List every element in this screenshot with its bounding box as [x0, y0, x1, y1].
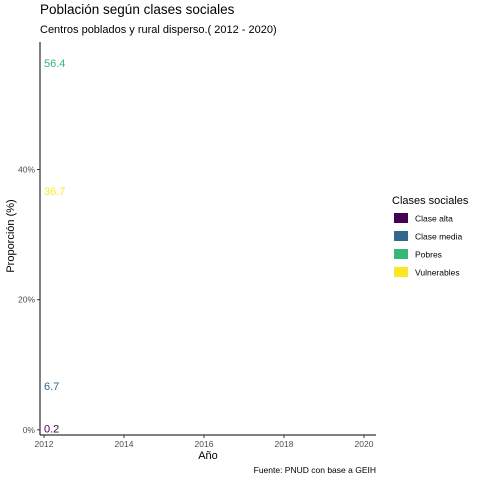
legend-item-label: Clase alta	[415, 214, 453, 224]
x-axis-label: Año	[198, 450, 218, 462]
legend-swatch	[394, 231, 408, 241]
y-tick-label: 0%	[23, 425, 36, 435]
chart-subtitle: Centros poblados y rural disperso.( 2012…	[40, 24, 277, 36]
legend: Clase alta Clase media Pobres Vulnerables	[394, 213, 463, 278]
legend-swatch	[394, 249, 408, 259]
data-label: 6.7	[44, 381, 59, 393]
chart-title: Población según clases sociales	[40, 2, 235, 17]
plot-area: 2012 2014 2016 2018 2020 0% 20% 40% 0.2 6.7 56.4 36…	[18, 42, 376, 449]
legend-item-label: Pobres	[415, 250, 442, 260]
data-label: 56.4	[44, 58, 65, 70]
x-tick-label: 2016	[195, 439, 214, 449]
x-tick-label: 2014	[115, 439, 134, 449]
x-tick-label: 2018	[275, 439, 294, 449]
x-tick-label: 2012	[35, 439, 54, 449]
data-label: 36.7	[44, 186, 65, 198]
y-tick-label: 40%	[18, 165, 35, 175]
legend-swatch	[394, 213, 408, 223]
legend-item-label: Vulnerables	[415, 268, 460, 278]
y-axis-label: Proporción (%)	[5, 199, 17, 272]
x-tick-label: 2020	[355, 439, 374, 449]
legend-swatch	[394, 267, 408, 277]
caption: Fuente: PNUD con base a GEIH	[254, 465, 376, 475]
y-tick-label: 20%	[18, 295, 35, 305]
legend-item-label: Clase media	[415, 232, 463, 242]
legend-title: Clases sociales	[392, 195, 469, 207]
data-label: 0.2	[44, 423, 59, 435]
